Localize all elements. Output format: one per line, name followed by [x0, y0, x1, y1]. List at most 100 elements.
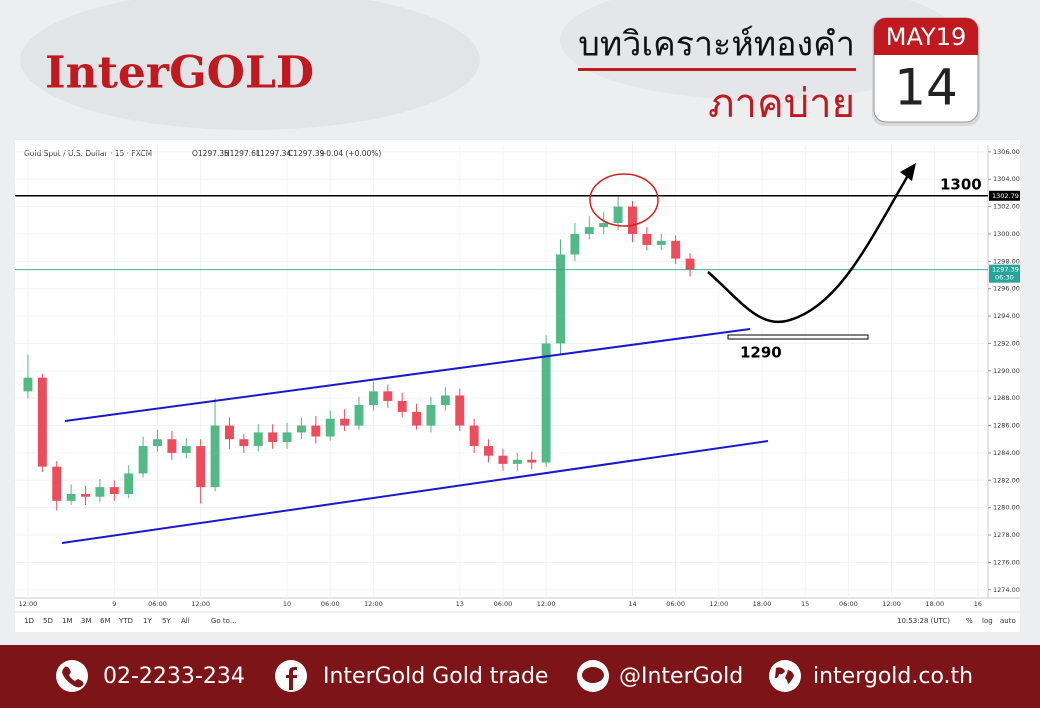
- y-tick-label: 1276.00: [993, 558, 1020, 566]
- ohlc-legend: C1297.39: [288, 149, 324, 158]
- phone-icon: [56, 660, 88, 692]
- y-tick-label: 1298.00: [993, 257, 1020, 265]
- candle-body: [196, 446, 206, 488]
- range-button[interactable]: All: [181, 617, 190, 625]
- range-button[interactable]: 1D: [24, 617, 34, 625]
- scale-option[interactable]: auto: [1000, 617, 1016, 625]
- range-button[interactable]: 6M: [100, 617, 111, 625]
- y-tick-label: 1294.00: [993, 312, 1020, 320]
- map-shade: [20, 0, 480, 130]
- y-tick-label: 1288.00: [993, 394, 1020, 402]
- candle-body: [426, 405, 436, 426]
- x-tick-label: 16: [974, 600, 982, 608]
- footer-website: intergold.co.th: [813, 664, 973, 689]
- toolbar: 1D 5D 1M 3M 6M YTD 1Y 5Y All Go to... 10:53:28 (UT…: [24, 617, 1016, 625]
- candle-body: [512, 459, 522, 464]
- candle-body: [124, 473, 134, 494]
- candle-body: [642, 233, 652, 245]
- footer-line: @InterGold: [619, 664, 743, 689]
- candle-body: [599, 223, 609, 228]
- y-tick-label: 1280.00: [993, 504, 1020, 512]
- annotation: 1300: [940, 176, 982, 194]
- x-tick-label: 12:00: [537, 600, 556, 608]
- phone-glyph: [62, 666, 84, 688]
- candle-body: [167, 439, 177, 453]
- y-tick-label: 1302.00: [993, 203, 1020, 211]
- support-marker: [727, 334, 869, 340]
- calendar-top: [874, 18, 978, 55]
- candle-body: [239, 439, 249, 447]
- forecast-curve: [707, 171, 912, 324]
- range-button[interactable]: 3M: [81, 617, 92, 625]
- range-button[interactable]: YTD: [118, 617, 133, 625]
- scale-option[interactable]: log: [982, 617, 993, 625]
- candle-body: [340, 418, 350, 426]
- symbol: Gold Spot / U.S. Dollar · 15 · FXCM: [24, 149, 152, 158]
- x-tick-label: 18:00: [925, 600, 944, 608]
- candle-body: [556, 254, 565, 344]
- y-tick-label: 1282.00: [993, 476, 1020, 484]
- candle-body: [685, 258, 695, 270]
- scale-option[interactable]: %: [966, 617, 973, 625]
- ohlc-legend: O1297.35: [192, 149, 229, 158]
- candle-body: [671, 240, 681, 259]
- x-tick-label: 12:00: [364, 600, 383, 608]
- x-tick-label: 06:00: [321, 600, 340, 608]
- y-tick-label: 1292.00: [993, 339, 1020, 347]
- y-tick-label: 1284.00: [993, 449, 1020, 457]
- forecast-arrowhead: [900, 163, 916, 181]
- candle-body: [52, 466, 62, 501]
- candle-body: [440, 395, 450, 406]
- x-tick-label: 15: [801, 600, 809, 608]
- annotation: 1290: [740, 344, 782, 362]
- candle-body: [613, 206, 623, 224]
- web-glyph: [775, 667, 794, 684]
- footer-icons: [56, 660, 801, 692]
- x-tick-label: 18:00: [753, 600, 772, 608]
- price-label-box: [989, 264, 1020, 283]
- candle-body: [138, 446, 148, 474]
- facebook-glyph: [286, 667, 297, 690]
- calendar-day: 14: [894, 59, 958, 117]
- range-button[interactable]: 5Y: [162, 617, 171, 625]
- candle-body: [210, 425, 220, 488]
- candle-body: [412, 411, 422, 426]
- y-tick-label: 1300.00: [993, 230, 1020, 238]
- candle-body: [584, 227, 594, 234]
- title: บทวิเคราะห์ทองคำ: [578, 25, 855, 65]
- channel-upper: [64, 328, 751, 422]
- y-tick-label: 1278.00: [993, 531, 1020, 539]
- candle-body: [325, 418, 335, 437]
- candle-body: [23, 377, 33, 392]
- candle-body: [383, 391, 393, 401]
- x-tick-label: 06:00: [494, 600, 513, 608]
- range-button[interactable]: 5D: [43, 617, 53, 625]
- candle-body: [95, 487, 105, 497]
- x-tick-label: 14: [628, 600, 636, 608]
- price-label-box: [989, 190, 1020, 201]
- channel-lower: [61, 440, 769, 544]
- candle-body: [354, 405, 364, 426]
- candle-body: [268, 432, 278, 442]
- x-tick-label: 06:00: [148, 600, 167, 608]
- goto-button[interactable]: Go to...: [211, 617, 237, 625]
- range-button[interactable]: 1M: [62, 617, 73, 625]
- price-countdown: 06:30: [995, 274, 1014, 282]
- y-tick-label: 1274.00: [993, 586, 1020, 594]
- candle-body: [368, 391, 378, 406]
- ohlc-legend: +0.04 (+0.00%): [320, 149, 381, 158]
- calendar: MAY19 14: [872, 17, 980, 126]
- map-shade: [560, 0, 960, 100]
- ohlc-legend: H1297.61: [224, 149, 261, 158]
- candle-body: [109, 487, 119, 494]
- candle-body: [311, 425, 321, 437]
- y-tick-label: 1286.00: [993, 422, 1020, 430]
- candle-body: [570, 233, 580, 255]
- range-button[interactable]: 1Y: [143, 617, 152, 625]
- y-tick-label: 1304.00: [993, 175, 1020, 183]
- candle-body: [225, 425, 234, 440]
- candle-body: [469, 425, 479, 447]
- candle-body: [484, 446, 494, 456]
- x-tick-label: 12:00: [709, 600, 728, 608]
